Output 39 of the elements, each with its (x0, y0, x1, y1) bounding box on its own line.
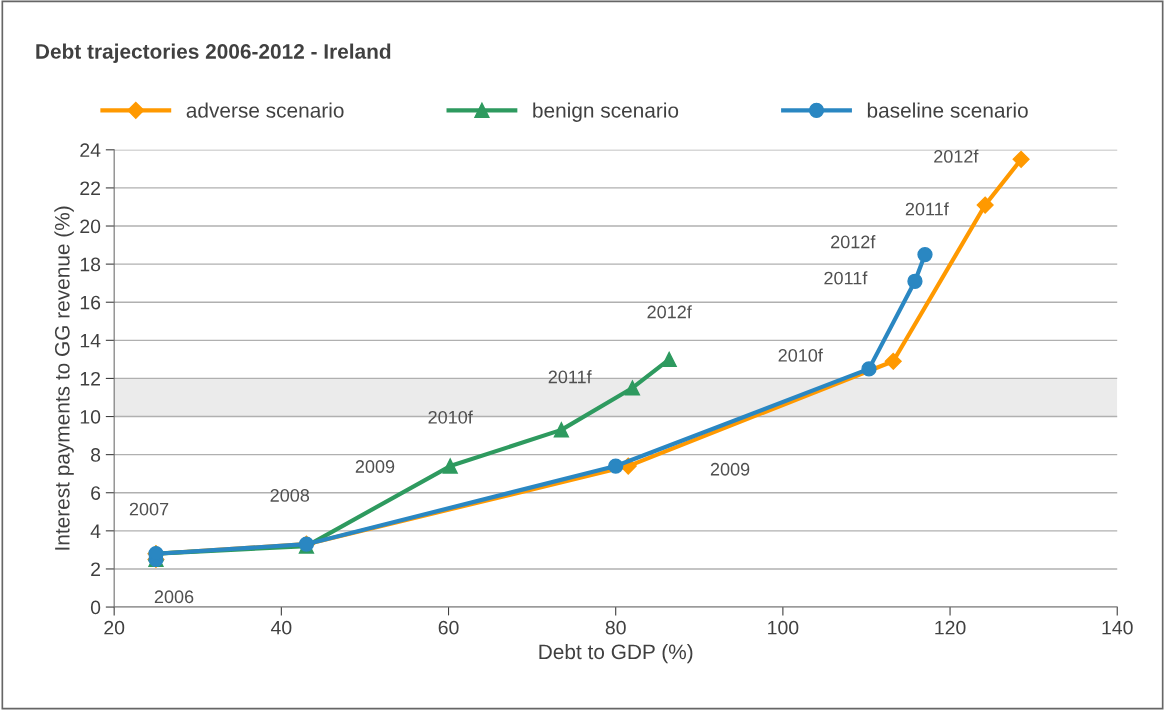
annotation: 2012f (831, 235, 876, 249)
legend-label: baseline scenario (867, 102, 1028, 118)
annotation: 2012f (647, 305, 692, 319)
chart-title: Debt trajectories 2006-2012 - Ireland (36, 43, 391, 63)
y-axis-title: Interest payments to GG revenue (%) (54, 206, 74, 550)
annotation: 2011f (905, 202, 949, 216)
x-axis-title: Debt to GDP (%) (539, 643, 693, 664)
annotation: 2011f (824, 271, 868, 285)
y-tick-label: 0 (90, 600, 101, 615)
annotation: 2010f (428, 410, 473, 424)
legend-label: benign scenario (533, 102, 679, 122)
x-tick-label: 60 (438, 620, 459, 635)
annotation: 2009 (355, 460, 395, 473)
annotation: 2007 (129, 502, 169, 516)
y-tick-label: 16 (80, 295, 101, 310)
annotation: 2010f (778, 348, 823, 362)
x-tick-label: 80 (605, 620, 626, 635)
y-tick-label: 4 (90, 524, 101, 538)
annotation: 2009 (710, 462, 750, 476)
x-tick-label: 40 (270, 620, 292, 635)
annotation: 2012f (934, 149, 979, 163)
x-tick-label: 140 (1102, 620, 1133, 635)
y-tick-label: 18 (80, 257, 101, 272)
x-tick-label: 100 (768, 620, 799, 635)
y-tick-label: 12 (80, 371, 100, 386)
annotation: 2006 (154, 590, 194, 604)
y-tick-label: 2 (91, 562, 100, 576)
y-tick-label: 6 (91, 486, 101, 500)
y-tick-label: 10 (80, 410, 101, 424)
y-tick-label: 8 (91, 448, 101, 462)
annotation: 2008 (270, 489, 310, 502)
annotation: 2011f (548, 370, 592, 384)
y-tick-label: 14 (80, 334, 101, 348)
y-tick-label: 24 (80, 143, 101, 157)
x-tick-label: 120 (935, 620, 966, 635)
y-tick-label: 22 (80, 181, 100, 195)
y-tick-label: 20 (80, 219, 101, 234)
legend-label: adverse scenario (186, 102, 344, 118)
x-tick-label: 20 (104, 620, 125, 635)
